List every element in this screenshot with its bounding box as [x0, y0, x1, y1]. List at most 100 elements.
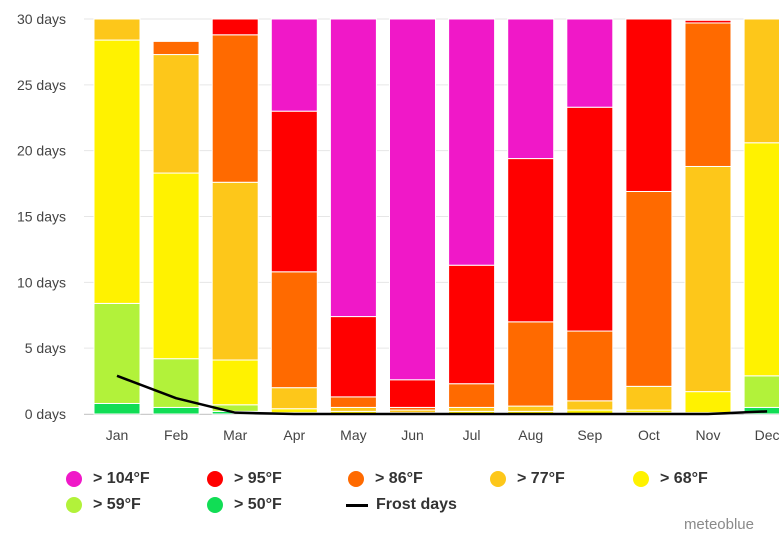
- bar-segment-oct-series-4[interactable]: [626, 191, 672, 386]
- bar-stack-jan: [94, 19, 140, 414]
- legend-label-50f: > 50°F: [234, 496, 282, 514]
- bar-stack-may: [330, 19, 376, 414]
- legend-marker-59f: [66, 497, 82, 513]
- bar-stack-apr: [271, 19, 317, 414]
- legend: > 104°F > 95°F > 86°F > 77°F > 68°F > 59…: [0, 462, 779, 522]
- legend-marker-77f: [490, 471, 506, 487]
- y-tick-label: 30 days: [17, 11, 66, 27]
- bar-segment-apr-series-3[interactable]: [271, 388, 317, 409]
- x-tick-label-apr: Apr: [283, 427, 305, 443]
- x-tick-label-may: May: [340, 427, 366, 443]
- bar-segment-feb-series-0[interactable]: [153, 407, 199, 414]
- x-tick-label-jul: Jul: [463, 427, 481, 443]
- bar-stack-sep: [567, 19, 613, 414]
- bar-segment-may-series-5[interactable]: [330, 317, 376, 397]
- y-tick-label: 25 days: [17, 77, 66, 93]
- bar-stack-aug: [508, 19, 554, 414]
- x-tick-label-jan: Jan: [106, 427, 129, 443]
- bar-segment-nov-series-5[interactable]: [685, 20, 731, 23]
- bar-segment-oct-series-5[interactable]: [626, 19, 672, 191]
- bar-segment-aug-series-5[interactable]: [508, 159, 554, 322]
- bar-stack-oct: [626, 19, 672, 414]
- legend-marker-86f: [348, 471, 364, 487]
- legend-label-95f: > 95°F: [234, 470, 282, 488]
- y-tick-label: 5 days: [25, 340, 66, 356]
- bar-segment-jun-series-6[interactable]: [390, 19, 436, 380]
- bar-segment-nov-series-2[interactable]: [685, 392, 731, 413]
- bar-segment-apr-series-6[interactable]: [271, 19, 317, 111]
- legend-label-86f: > 86°F: [375, 470, 423, 488]
- bar-segment-dec-series-1[interactable]: [744, 376, 779, 408]
- legend-label-frost-days: Frost days: [376, 496, 457, 514]
- x-tick-label-nov: Nov: [696, 427, 721, 443]
- legend-marker-50f: [207, 497, 223, 513]
- bar-segment-mar-series-5[interactable]: [212, 19, 258, 35]
- legend-item-frost-days[interactable]: Frost days: [346, 496, 457, 514]
- bar-segment-jan-series-1[interactable]: [94, 303, 140, 403]
- bar-segment-jul-series-4[interactable]: [449, 384, 495, 408]
- bar-segment-mar-series-2[interactable]: [212, 360, 258, 405]
- x-tick-label-oct: Oct: [638, 427, 660, 443]
- bar-segment-nov-series-3[interactable]: [685, 166, 731, 391]
- bar-segment-oct-series-3[interactable]: [626, 386, 672, 410]
- bar-segment-nov-series-4[interactable]: [685, 23, 731, 167]
- bar-segment-apr-series-2[interactable]: [271, 409, 317, 413]
- bar-segment-sep-series-4[interactable]: [567, 331, 613, 401]
- bar-segment-mar-series-3[interactable]: [212, 182, 258, 360]
- bar-segment-sep-series-3[interactable]: [567, 401, 613, 410]
- legend-item-86f[interactable]: > 86°F: [348, 470, 423, 488]
- x-axis-labels: Jan Feb Mar Apr May Jun Jul Aug Sep Oct Nov Dec: [106, 427, 779, 443]
- bar-segment-dec-series-3[interactable]: [744, 19, 779, 143]
- bar-segment-may-series-3[interactable]: [330, 407, 376, 411]
- bar-segment-jan-series-3[interactable]: [94, 19, 140, 40]
- bar-segment-aug-series-6[interactable]: [508, 19, 554, 159]
- bar-segment-apr-series-5[interactable]: [271, 111, 317, 272]
- x-tick-label-dec: Dec: [755, 427, 779, 443]
- legend-item-95f[interactable]: > 95°F: [207, 470, 282, 488]
- legend-item-68f[interactable]: > 68°F: [633, 470, 708, 488]
- bar-segment-sep-series-6[interactable]: [567, 19, 613, 107]
- legend-marker-104f: [66, 471, 82, 487]
- legend-item-104f[interactable]: > 104°F: [66, 470, 150, 488]
- bar-segment-feb-series-2[interactable]: [153, 173, 199, 359]
- bar-segment-feb-series-3[interactable]: [153, 55, 199, 174]
- y-axis-labels: 0 days 5 days 10 days 15 days 20 days 25 days…: [17, 11, 66, 422]
- bar-segment-feb-series-1[interactable]: [153, 359, 199, 408]
- x-tick-label-feb: Feb: [164, 427, 188, 443]
- bar-segment-apr-series-4[interactable]: [271, 272, 317, 388]
- y-tick-label: 20 days: [17, 143, 66, 159]
- legend-marker-frost-days: [346, 504, 368, 507]
- bar-segment-may-series-4[interactable]: [330, 397, 376, 408]
- bar-segment-jul-series-3[interactable]: [449, 407, 495, 411]
- bar-segment-jun-series-5[interactable]: [390, 380, 436, 408]
- x-tick-label-sep: Sep: [577, 427, 602, 443]
- bar-segment-jan-series-2[interactable]: [94, 40, 140, 303]
- bar-segment-jul-series-5[interactable]: [449, 265, 495, 384]
- bar-segment-aug-series-3[interactable]: [508, 406, 554, 411]
- bar-segment-dec-series-2[interactable]: [744, 143, 779, 376]
- legend-marker-95f: [207, 471, 223, 487]
- x-tick-label-mar: Mar: [223, 427, 247, 443]
- bar-stack-feb: [153, 41, 199, 414]
- legend-item-50f[interactable]: > 50°F: [207, 496, 282, 514]
- bar-segment-may-series-6[interactable]: [330, 19, 376, 317]
- bar-segment-feb-series-4[interactable]: [153, 41, 199, 54]
- y-tick-label: 10 days: [17, 274, 66, 290]
- credits-label[interactable]: meteoblue: [684, 516, 754, 533]
- legend-item-77f[interactable]: > 77°F: [490, 470, 565, 488]
- x-tick-label-aug: Aug: [518, 427, 543, 443]
- bar-stack-jun: [390, 19, 436, 414]
- y-tick-label: 0 days: [25, 406, 66, 422]
- y-tick-label: 15 days: [17, 209, 66, 225]
- legend-marker-68f: [633, 471, 649, 487]
- bar-segment-sep-series-5[interactable]: [567, 107, 613, 331]
- legend-label-104f: > 104°F: [93, 470, 150, 488]
- bar-segment-jul-series-6[interactable]: [449, 19, 495, 265]
- bar-stack-dec: [744, 19, 779, 414]
- legend-item-59f[interactable]: > 59°F: [66, 496, 141, 514]
- bar-segment-mar-series-4[interactable]: [212, 35, 258, 182]
- bar-segment-jan-series-0[interactable]: [94, 403, 140, 414]
- bar-segment-aug-series-4[interactable]: [508, 322, 554, 406]
- bar-stack-nov: [685, 20, 731, 414]
- legend-label-59f: > 59°F: [93, 496, 141, 514]
